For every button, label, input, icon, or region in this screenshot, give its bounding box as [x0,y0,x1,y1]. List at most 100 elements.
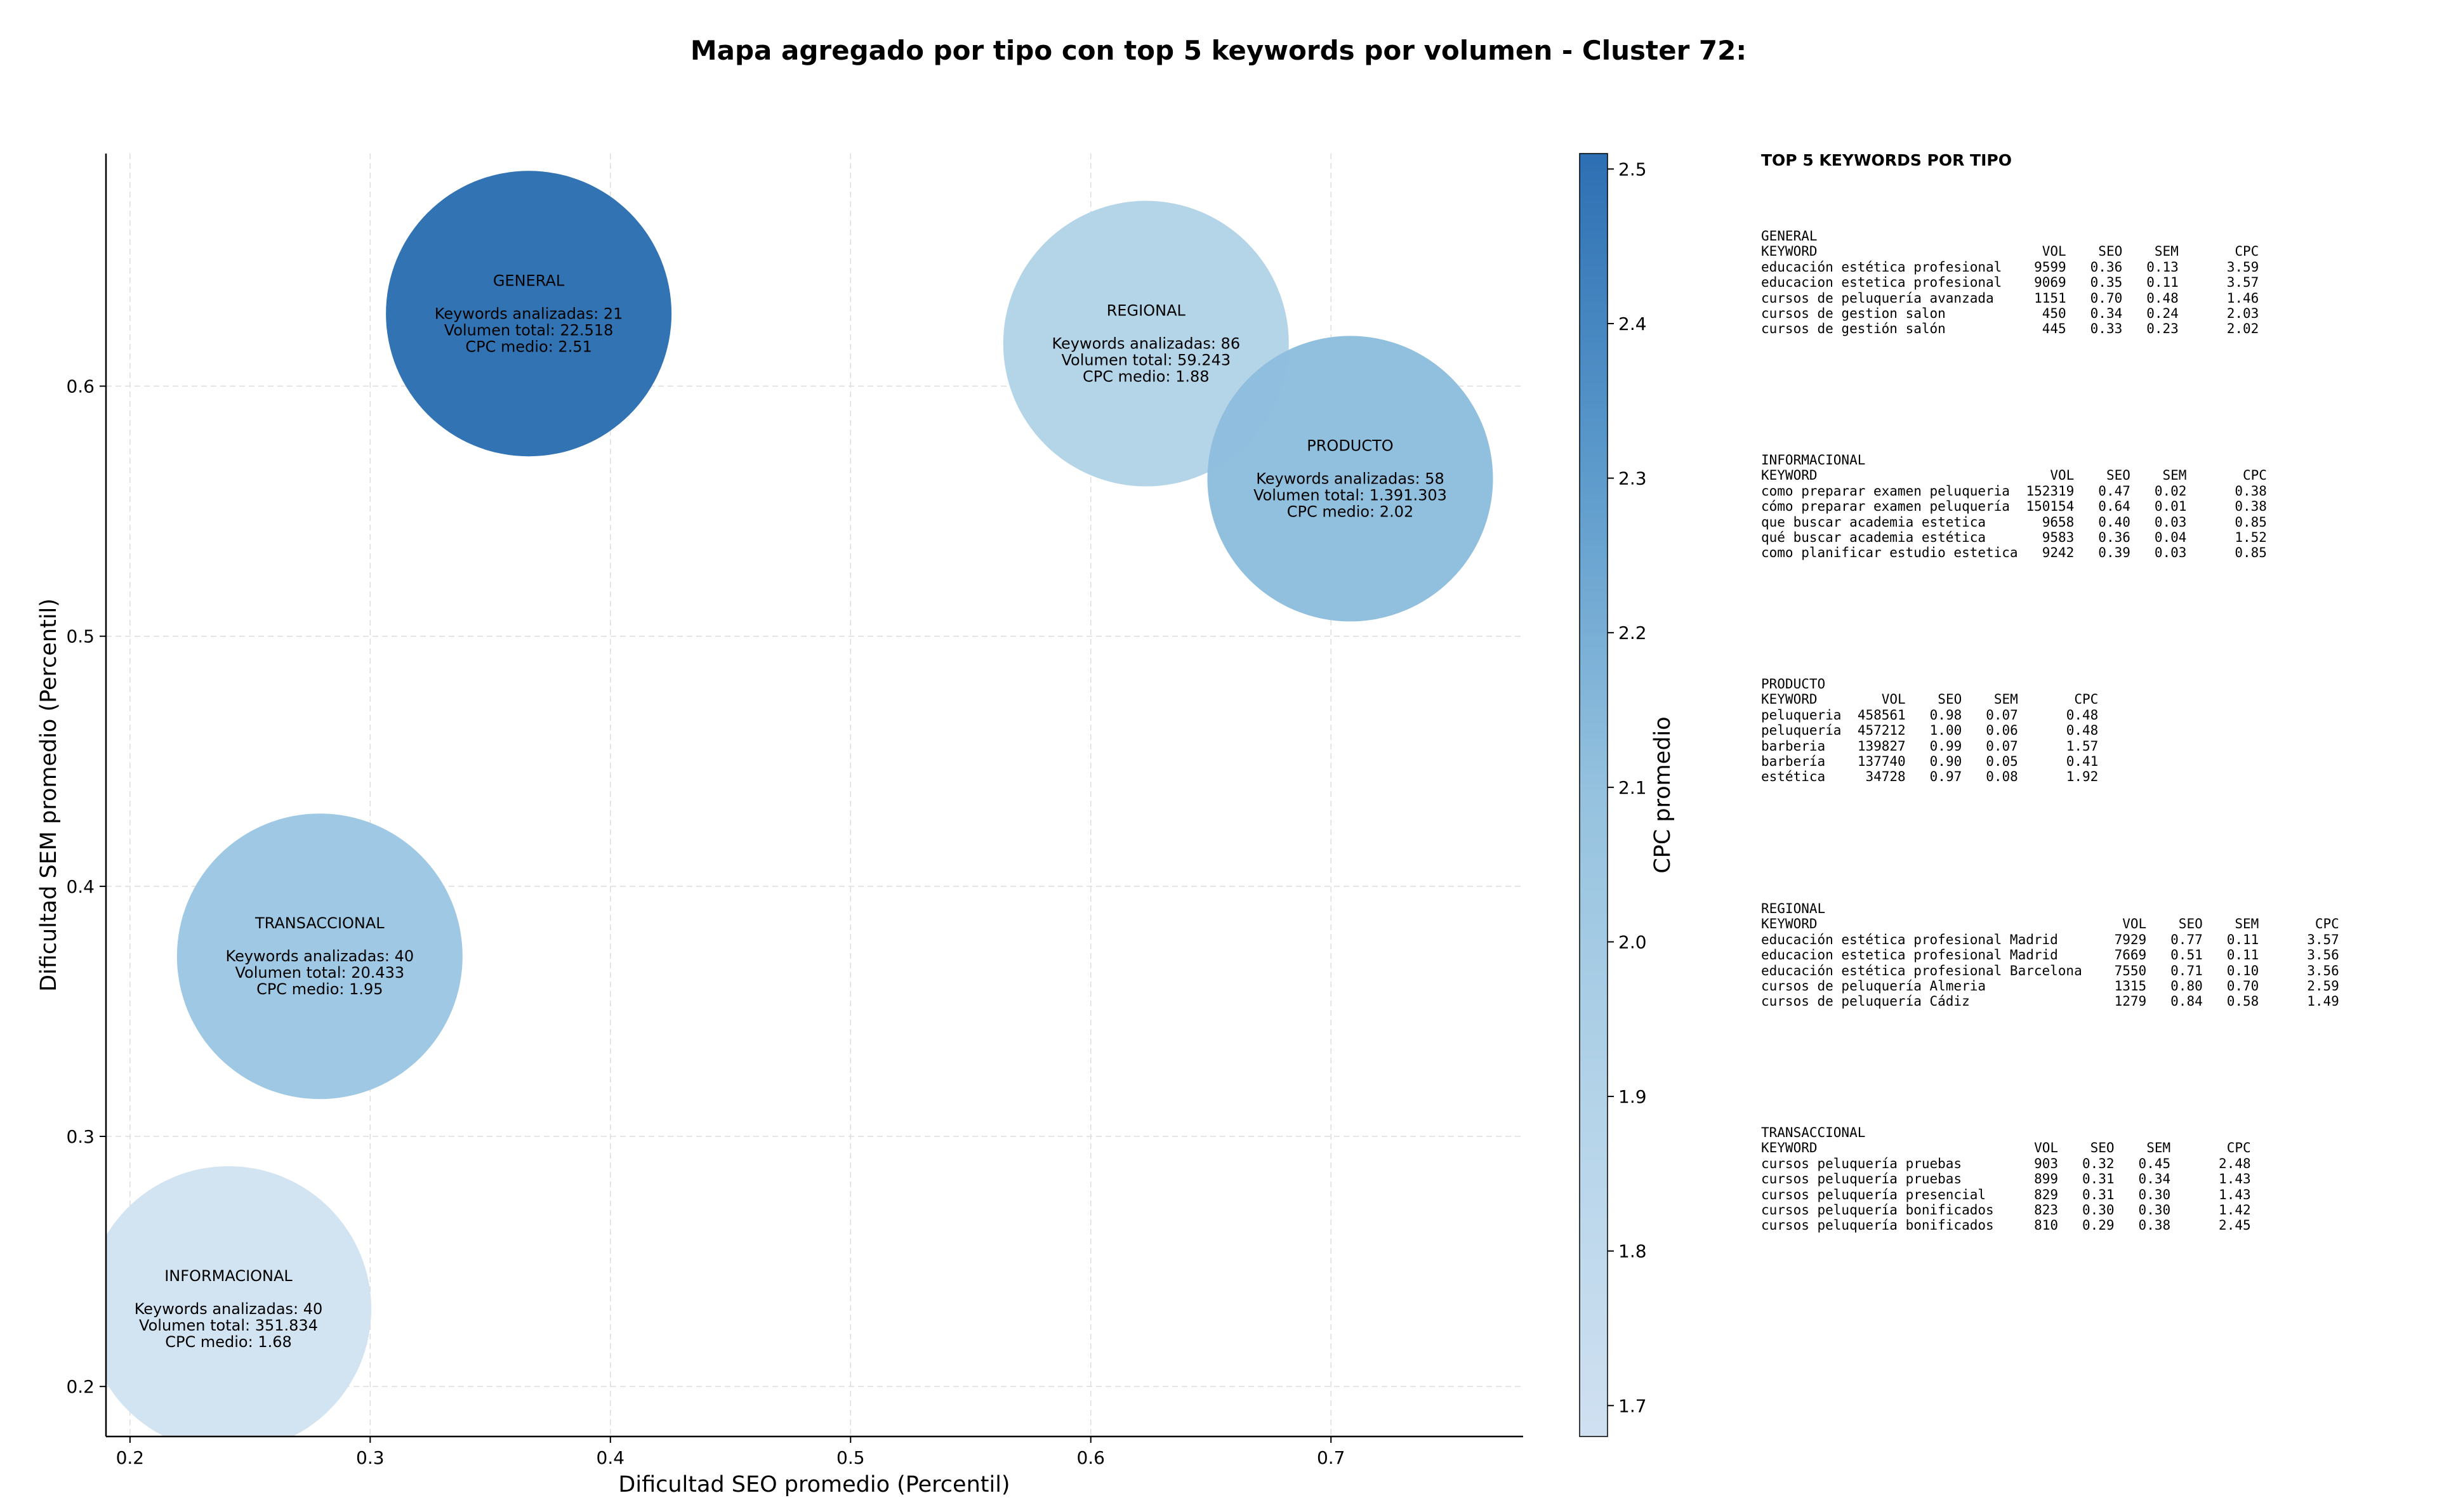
keyword-cell: educación estética profesional [1761,259,2002,275]
vol-cell: 152319 [2026,483,2075,499]
x-tick-label: 0.5 [836,1447,865,1468]
x-axis-label: Dificultad SEO promedio (Percentil) [618,1472,1010,1497]
keyword-row: educacion estetica profesional Madrid 766… [1761,947,2339,963]
vol-cell: VOL [2034,1140,2059,1156]
keyword-row: barbería 137740 0.90 0.05 0.41 [1761,754,2098,769]
bubble-cpc-label: CPC medio: 1.88 [1083,368,1210,386]
seo-cell: 0.34 [2090,306,2123,322]
keyword-row: cursos peluquería pruebas 903 0.32 0.45 2.48 [1761,1156,2251,1171]
bubble-volume-label: Volumen total: 351.834 [139,1317,318,1334]
bubble-keywords-label: Keywords analizadas: 40 [135,1300,323,1318]
cpc-cell: 0.48 [2066,723,2099,739]
keyword-row: qué buscar academia estética 9583 0.36 0.04… [1761,530,2267,545]
keyword-cell: educación estética profesional Barcelona [1761,963,2082,978]
keyword-row: barberia 139827 0.99 0.07 1.57 [1761,739,2098,754]
keyword-cell: barbería [1761,754,1826,770]
seo-cell: 0.98 [1929,707,1962,723]
vol-cell: 9242 [2042,545,2075,561]
cpc-cell: 3.57 [2307,931,2339,947]
seo-cell: 0.30 [2082,1202,2115,1218]
axis-ticks: 0.2 0.3 0.4 0.5 0.6 0.7 0.2 0.3 0.4 0.5 0.6 [66,376,1345,1468]
bubbles [106,171,1493,1436]
keyword-cell: como planificar estudio estetica [1761,545,2018,561]
sem-cell: 0.03 [2154,514,2187,530]
seo-cell: 0.90 [1929,754,1962,770]
bubble-keywords-label: Keywords analizadas: 86 [1052,335,1240,353]
cpc-cell: 1.43 [2219,1171,2251,1187]
keyword-cell: educacion estetica profesional [1761,275,2002,291]
sem-cell: 0.23 [2146,321,2179,337]
type-table-producto: PRODUCTO KEYWORD VOL SEO SEM CPC peluqueria 458… [1761,676,2098,785]
type-table-informacional: INFORMACIONAL KEYWORD VOL SEO SEM CPC como pre… [1761,452,2267,561]
bubble-cpc-label: CPC medio: 1.68 [165,1333,292,1351]
colorbar-tick-label: 1.7 [1618,1395,1647,1416]
type-table-regional: REGIONAL KEYWORD VOL SEO SEM CPC educación est… [1761,901,2339,1009]
sem-cell: 0.03 [2154,545,2187,561]
vol-cell: 7669 [2114,947,2147,963]
bubble-volume-label: Volumen total: 22.518 [444,321,614,339]
sem-cell: 0.30 [2138,1202,2171,1218]
colorbar-tick-label: 2.4 [1618,313,1647,334]
vol-cell: 9658 [2042,514,2075,530]
seo-cell: 0.29 [2082,1218,2115,1233]
vol-cell: VOL [2042,244,2066,260]
sem-cell: SEM [1993,692,2018,707]
cpc-cell: 2.59 [2307,978,2339,994]
type-table-name: PRODUCTO [1761,676,1826,692]
sem-cell: SEM [2154,244,2179,260]
cpc-cell: CPC [2235,244,2259,260]
vol-cell: VOL [2050,468,2075,483]
cpc-cell: 0.41 [2066,754,2099,770]
keyword-cell: cursos de gestion salon [1761,306,1946,322]
x-tick-label: 0.2 [116,1447,145,1468]
type-table-general: GENERAL KEYWORD VOL SEO SEM CPC educación esté… [1761,228,2259,337]
vol-cell: 9583 [2042,530,2075,546]
x-tick-label: 0.3 [356,1447,385,1468]
cpc-cell: 0.85 [2235,545,2267,561]
vol-cell: 34728 [1865,769,1906,785]
sem-cell: 0.30 [2138,1187,2171,1202]
vol-cell: 1279 [2114,994,2147,1009]
keyword-row: peluqueria 458561 0.98 0.07 0.48 [1761,707,2098,723]
sem-cell: 0.38 [2138,1218,2171,1233]
sem-cell: 0.04 [2154,530,2187,546]
keyword-cell: cursos de gestión salón [1761,321,1946,337]
bubble-type-label: PRODUCTO [1307,437,1393,454]
vol-cell: 445 [2042,321,2066,337]
cpc-cell: 3.59 [2226,259,2259,275]
colorbar: 1.7 1.8 1.9 2.0 2.1 2.2 2.3 2.4 2.5 CPC promedio [1579,153,1675,1437]
keyword-row: cursos de peluquería avanzada 1151 0.70 0.4… [1761,291,2259,306]
seo-cell: 0.84 [2170,994,2203,1009]
seo-cell: 0.47 [2098,483,2130,499]
keyword-row: cursos peluquería presencial 829 0.31 0.30 1… [1761,1187,2251,1202]
colorbar-tick-label: 2.5 [1618,159,1647,180]
bubble-type-label: TRANSACCIONAL [254,914,385,932]
keyword-cell: cursos peluquería bonificados [1761,1218,1994,1233]
keyword-row: cursos de peluquería Cádiz 1279 0.84 0.58 1.… [1761,994,2339,1009]
keyword-row: como planificar estudio estetica 9242 0.39… [1761,545,2267,560]
vol-cell: 9069 [2034,275,2066,291]
y-axis-label: Dificultad SEM promedio (Percentil) [36,598,62,992]
cpc-cell: 1.46 [2226,290,2259,306]
keyword-row: cómo preparar examen peluquería 150154 0.6… [1761,499,2267,514]
vol-cell: 458561 [1857,707,1906,723]
keyword-row: educación estética profesional 9599 0.36 0.… [1761,260,2259,275]
cpc-cell: CPC [2074,692,2099,707]
cpc-cell: 0.48 [2066,707,2099,723]
bubble-cpc-label: CPC medio: 2.02 [1287,503,1414,520]
sem-cell: 0.24 [2146,306,2179,322]
type-table-header: KEYWORD VOL SEO SEM CPC [1761,916,2339,931]
keyword-row: cursos de gestión salón 445 0.33 0.23 2.02 [1761,321,2259,336]
seo-cell: 0.36 [2098,530,2130,546]
keyword-row: cursos peluquería bonificados 823 0.30 0.30… [1761,1202,2251,1218]
vol-cell: 7929 [2114,931,2147,947]
vol-cell: 823 [2034,1202,2059,1218]
keyword-cell: KEYWORD [1761,916,1818,932]
seo-cell: 0.80 [2170,978,2203,994]
colorbar-tick-label: 2.1 [1618,777,1647,798]
vol-cell: 137740 [1857,754,1906,770]
bubble-keywords-label: Keywords analizadas: 58 [1256,470,1444,487]
keyword-cell: cómo preparar examen peluquería [1761,499,2010,515]
vol-cell: 457212 [1857,723,1906,739]
